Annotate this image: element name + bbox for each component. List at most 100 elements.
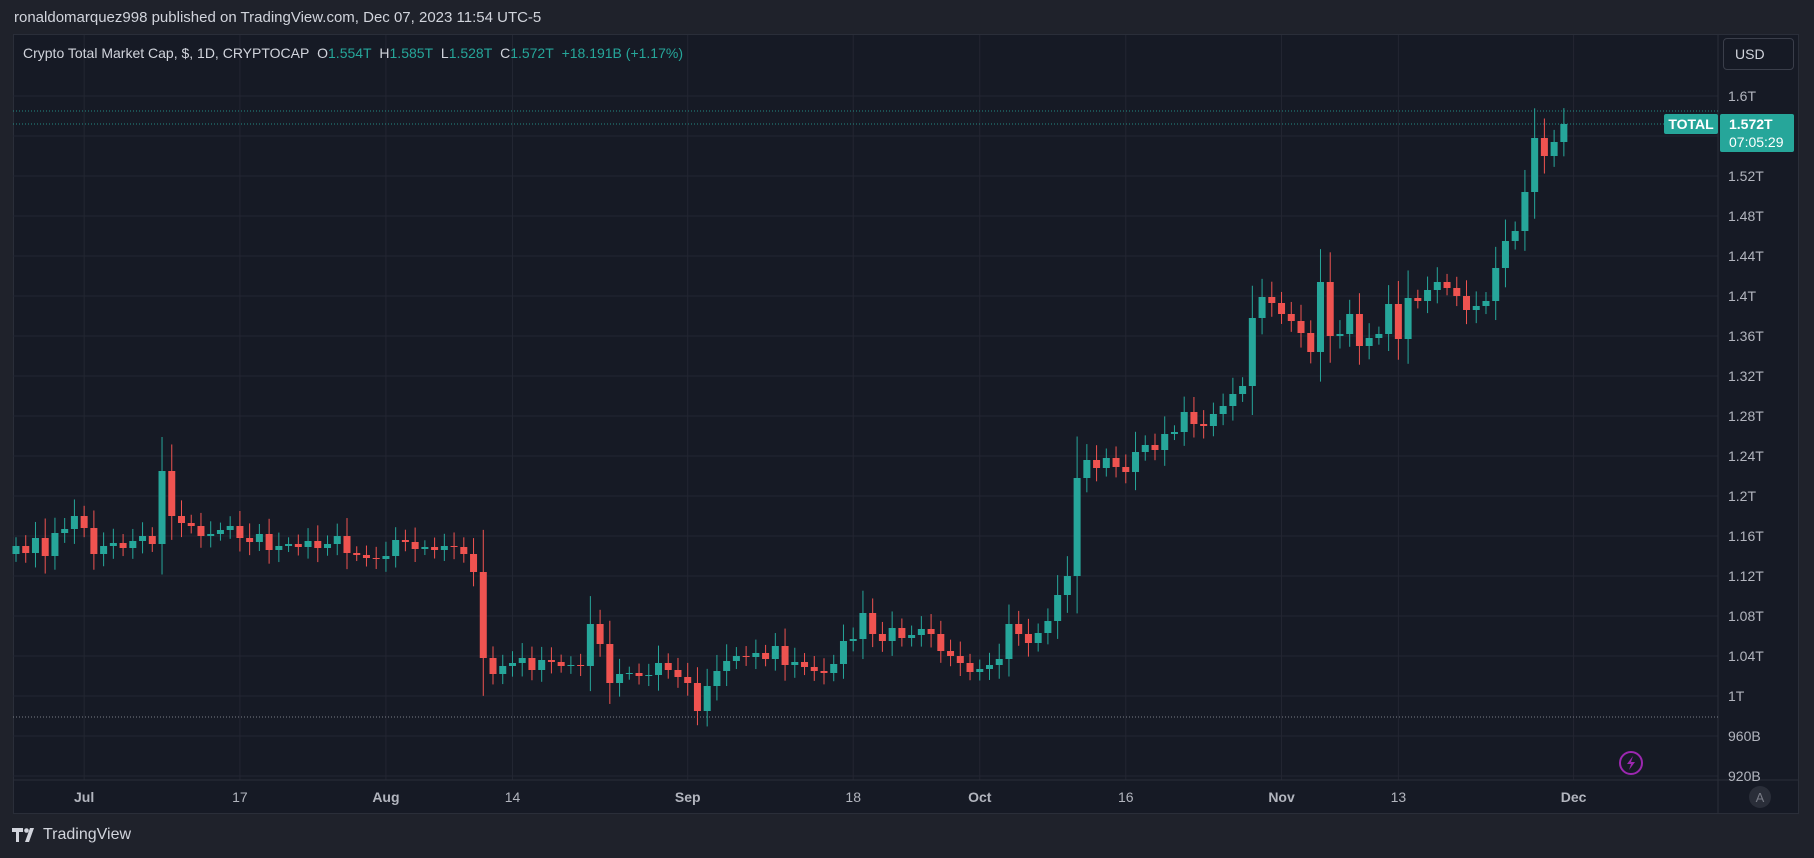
- candle-down[interactable]: [489, 658, 497, 674]
- candle-down[interactable]: [343, 536, 351, 553]
- candle-up[interactable]: [226, 526, 234, 530]
- candle-down[interactable]: [168, 471, 176, 516]
- candle-up[interactable]: [1229, 394, 1237, 406]
- candle-down[interactable]: [1015, 624, 1023, 634]
- candle-up[interactable]: [703, 686, 711, 711]
- candle-up[interactable]: [1248, 318, 1256, 386]
- candle-up[interactable]: [1424, 290, 1432, 301]
- candle-down[interactable]: [1453, 288, 1461, 296]
- candle-down[interactable]: [265, 534, 273, 550]
- candle-up[interactable]: [1005, 624, 1013, 659]
- candle-up[interactable]: [888, 628, 896, 641]
- candle-up[interactable]: [752, 653, 760, 657]
- candle-up[interactable]: [976, 669, 984, 672]
- candle-down[interactable]: [674, 670, 682, 677]
- candle-down[interactable]: [1394, 304, 1402, 339]
- candle-up[interactable]: [518, 658, 526, 663]
- candle-up[interactable]: [31, 538, 39, 553]
- candle-down[interactable]: [177, 516, 185, 523]
- candle-up[interactable]: [421, 547, 429, 549]
- candle-up[interactable]: [1063, 576, 1071, 595]
- candle-down[interactable]: [528, 658, 536, 670]
- candle-up[interactable]: [139, 536, 147, 541]
- candle-down[interactable]: [1287, 314, 1295, 321]
- candle-up[interactable]: [499, 666, 507, 674]
- candle-down[interactable]: [450, 546, 458, 547]
- candle-down[interactable]: [353, 553, 361, 555]
- candle-down[interactable]: [1122, 467, 1130, 472]
- candle-down[interactable]: [1278, 303, 1286, 314]
- candle-down[interactable]: [557, 662, 565, 666]
- candle-down[interactable]: [898, 628, 906, 638]
- candle-up[interactable]: [1258, 297, 1266, 318]
- candle-up[interactable]: [392, 540, 400, 556]
- candle-up[interactable]: [1404, 298, 1412, 339]
- candle-down[interactable]: [1463, 296, 1471, 310]
- candle-up[interactable]: [285, 544, 293, 546]
- candle-up[interactable]: [1239, 386, 1247, 394]
- candle-down[interactable]: [869, 613, 877, 634]
- candle-up[interactable]: [732, 656, 740, 661]
- candle-up[interactable]: [1433, 282, 1441, 290]
- candle-down[interactable]: [1151, 445, 1159, 450]
- candle-up[interactable]: [995, 659, 1003, 665]
- candle-up[interactable]: [1472, 306, 1480, 310]
- candle-up[interactable]: [1161, 434, 1169, 450]
- candle-down[interactable]: [1024, 634, 1032, 643]
- candle-up[interactable]: [1521, 192, 1529, 231]
- candle-up[interactable]: [382, 556, 390, 559]
- candle-up[interactable]: [333, 536, 341, 544]
- currency-button[interactable]: USD: [1723, 38, 1794, 70]
- candle-down[interactable]: [781, 646, 789, 665]
- candle-up[interactable]: [1365, 338, 1373, 346]
- candle-up[interactable]: [109, 543, 117, 546]
- candle-up[interactable]: [440, 546, 448, 550]
- candle-up[interactable]: [849, 639, 857, 641]
- candle-up[interactable]: [839, 641, 847, 664]
- candle-up[interactable]: [1550, 142, 1558, 156]
- candle-up[interactable]: [723, 661, 731, 671]
- candle-down[interactable]: [693, 683, 701, 711]
- candle-down[interactable]: [479, 572, 487, 658]
- candle-up[interactable]: [908, 635, 916, 638]
- candle-down[interactable]: [1093, 460, 1101, 468]
- candle-up[interactable]: [61, 529, 69, 533]
- candle-down[interactable]: [1112, 458, 1120, 467]
- candle-up[interactable]: [100, 546, 108, 554]
- candle-up[interactable]: [830, 664, 838, 673]
- candle-up[interactable]: [129, 541, 137, 548]
- candle-up[interactable]: [1073, 478, 1081, 576]
- candle-down[interactable]: [664, 663, 672, 670]
- candle-down[interactable]: [314, 541, 322, 548]
- candle-down[interactable]: [119, 543, 127, 548]
- candle-up[interactable]: [12, 546, 20, 554]
- footer-brand[interactable]: TradingView: [12, 826, 131, 844]
- candle-up[interactable]: [586, 624, 594, 666]
- candle-up[interactable]: [538, 660, 546, 670]
- candle-up[interactable]: [216, 530, 224, 534]
- candle-up[interactable]: [255, 534, 263, 542]
- candle-up[interactable]: [1375, 334, 1383, 338]
- candle-up[interactable]: [1044, 621, 1052, 633]
- candle-up[interactable]: [51, 533, 59, 556]
- candle-down[interactable]: [810, 667, 818, 671]
- candle-up[interactable]: [1511, 231, 1519, 241]
- candle-up[interactable]: [1560, 124, 1568, 142]
- candle-up[interactable]: [791, 662, 799, 665]
- candle-up[interactable]: [1385, 304, 1393, 334]
- candle-down[interactable]: [596, 624, 604, 644]
- candle-down[interactable]: [927, 629, 935, 634]
- candle-up[interactable]: [1141, 445, 1149, 452]
- lightning-icon[interactable]: [1619, 751, 1643, 775]
- candle-down[interactable]: [1355, 314, 1363, 346]
- candle-up[interactable]: [1083, 460, 1091, 478]
- candle-up[interactable]: [1132, 452, 1140, 472]
- candle-down[interactable]: [1268, 297, 1276, 303]
- candle-up[interactable]: [275, 546, 283, 550]
- candle-down[interactable]: [411, 542, 419, 549]
- candle-down[interactable]: [1190, 412, 1198, 424]
- candle-up[interactable]: [304, 541, 312, 547]
- candle-up[interactable]: [1219, 406, 1227, 414]
- candle-down[interactable]: [1297, 321, 1305, 333]
